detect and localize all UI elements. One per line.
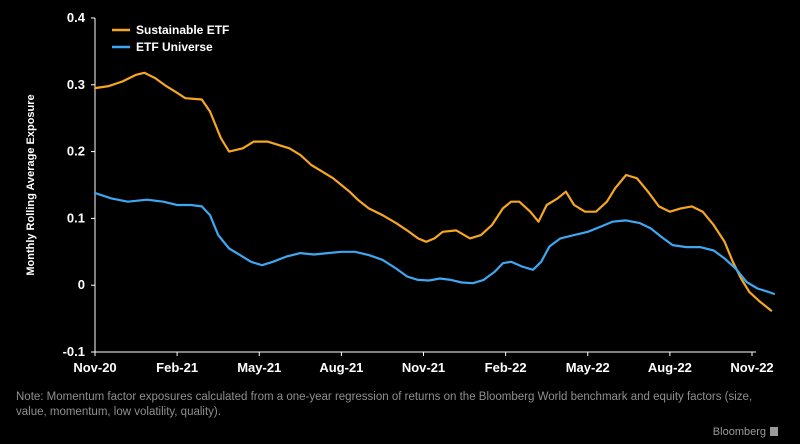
momentum-exposure-chart: Monthly Rolling Average Exposure 0.40.30… — [25, 10, 775, 375]
x-tick-label: May-21 — [237, 360, 281, 375]
series-lines — [93, 71, 775, 312]
x-tick-label: Feb-22 — [485, 360, 527, 375]
y-axis-label: Monthly Rolling Average Exposure — [25, 94, 37, 275]
legend-label: ETF Universe — [136, 40, 213, 54]
x-tick-label: Aug-21 — [319, 360, 363, 375]
bloomberg-logo-text: Bloomberg — [712, 426, 766, 438]
y-tick-label: 0 — [78, 277, 85, 292]
series-line-etf-universe — [93, 191, 775, 295]
legend: Sustainable ETF ETF Universe — [112, 23, 229, 54]
y-tick-label: 0.4 — [67, 10, 86, 25]
x-tick-label: Aug-22 — [648, 360, 692, 375]
y-tick-label: 0.1 — [67, 210, 85, 225]
y-ticks: 0.4 0.3 0.2 0.1 0 -0.1 — [63, 10, 95, 359]
series-line-sustainable-etf — [93, 71, 773, 312]
y-tick-label: 0.3 — [67, 77, 85, 92]
y-tick-label: -0.1 — [63, 344, 85, 359]
x-tick-label: Nov-20 — [73, 360, 116, 375]
axes — [94, 18, 756, 353]
x-tick-label: Feb-21 — [156, 360, 198, 375]
x-ticks: Nov-20 Feb-21 May-21 Aug-21 Nov-21 Feb-22 May-… — [73, 352, 774, 375]
y-axis-label-group: Monthly Rolling Average Exposure — [25, 94, 37, 275]
y-tick-label: 0.2 — [67, 144, 85, 159]
chart-note: Note: Momentum factor exposures calculat… — [16, 391, 753, 418]
bloomberg-logo-icon — [770, 427, 778, 436]
x-tick-label: Nov-22 — [730, 360, 773, 375]
legend-label: Sustainable ETF — [136, 23, 229, 37]
x-tick-label: May-22 — [566, 360, 610, 375]
x-tick-label: Nov-21 — [402, 360, 445, 375]
